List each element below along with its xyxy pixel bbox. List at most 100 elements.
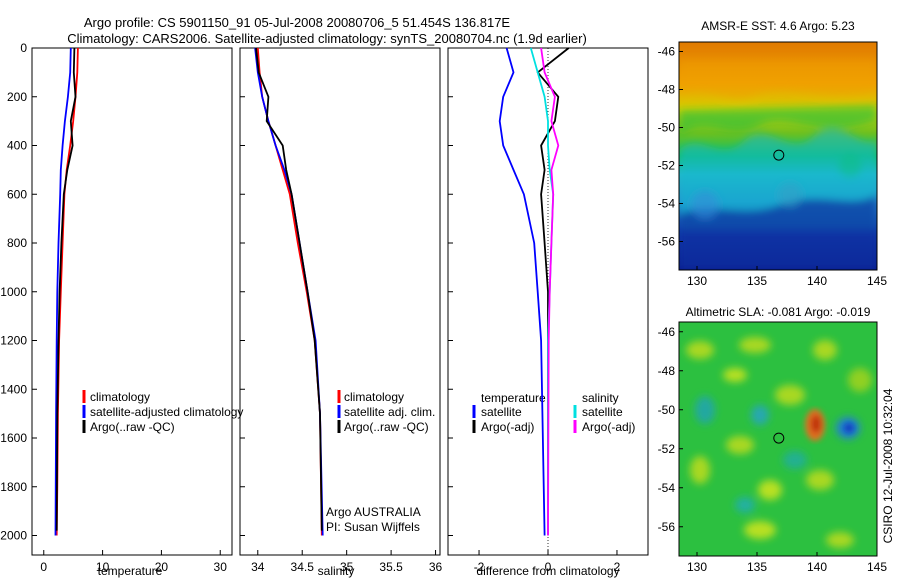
sla-y-tick-label: -46 (658, 325, 676, 339)
salinity-series-line-2 (255, 47, 323, 531)
sla-y-tick-label: -52 (658, 442, 676, 456)
sst-x-tick-label: 135 (747, 274, 767, 288)
sla-y-tick-label: -56 (658, 520, 676, 534)
side-timestamp: CSIRO 12-Jul-2008 10:32:04 (881, 388, 895, 543)
temperature-y-tick-label: 1400 (0, 382, 27, 396)
sla-x-tick-label: 145 (867, 560, 887, 574)
sla-field (679, 322, 877, 556)
difference-x-tick-label: -2 (474, 560, 485, 574)
sst-y-tick-label: -54 (658, 197, 676, 211)
sla-map-title: Altimetric SLA: -0.081 Argo: -0.019 (686, 305, 871, 319)
difference-series-line-3 (540, 47, 560, 536)
figure-title-line2: Climatology: CARS2006. Satellite-adjuste… (67, 31, 587, 46)
salinity-annotation-1: PI: Susan Wijffels (326, 520, 420, 534)
difference-panel: difference from climatology temperature … (447, 47, 649, 578)
salinity-annotation-0: Argo AUSTRALIA (326, 505, 421, 519)
sst-y-tick-label: -56 (658, 235, 676, 249)
sla-map-frame (678, 321, 878, 557)
temperature-x-label: temperature (98, 564, 163, 578)
temperature-legend: climatology satellite-adjusted climatolo… (82, 390, 243, 434)
difference-legend-label-4: satellite (582, 405, 623, 419)
temperature-y-tick-label: 1000 (0, 285, 27, 299)
sla-bump-9 (758, 480, 782, 500)
sla-dip-1 (695, 396, 715, 424)
temperature-y-tick-label: 400 (7, 139, 27, 153)
salinity-legend-label-2: Argo(..raw -QC) (344, 420, 429, 434)
sst-green-band (679, 105, 877, 135)
difference-legend-label-5: Argo(-adj) (582, 420, 635, 434)
difference-series-line-0 (498, 47, 546, 536)
difference-x-tick-label: 0 (545, 560, 552, 574)
sst-x-tick-label: 140 (807, 274, 827, 288)
sla-dip-3 (783, 451, 807, 469)
temperature-x-tick-label: 10 (96, 560, 110, 574)
sla-x-tick-label: 140 (807, 560, 827, 574)
sla-bump-6 (848, 368, 872, 392)
temperature-plot-frame (31, 47, 233, 556)
sla-peak-core (811, 415, 821, 433)
sla-dip-4 (735, 497, 755, 513)
salinity-series-line-1 (254, 47, 324, 536)
sla-bump-3 (813, 340, 837, 360)
sst-warm-band (679, 60, 877, 98)
sla-y-tick-label: -54 (658, 481, 676, 495)
sla-bump-5 (775, 385, 805, 405)
sla-x-tick-label: 135 (747, 560, 767, 574)
temperature-y-tick-label: 1800 (0, 480, 27, 494)
temperature-x-tick-label: 20 (155, 560, 169, 574)
sla-peak (805, 409, 854, 441)
difference-legend-label-2: Argo(-adj) (481, 420, 534, 434)
temperature-y-tick-label: 2000 (0, 529, 27, 543)
sla-field-base (679, 322, 877, 556)
sst-x-tick-label: 145 (867, 274, 887, 288)
difference-legend-label-1: satellite (481, 405, 522, 419)
temperature-panel: temperature climatology satellite-adjust… (0, 41, 243, 578)
sst-map-frame (678, 41, 878, 271)
figure-title-line1: Argo profile: CS 5901150_91 05-Jul-2008 … (84, 15, 511, 30)
sla-map: Altimetric SLA: -0.081 Argo: -0.019 (658, 305, 888, 574)
sla-field-texture (686, 337, 872, 548)
temperature-y-tick-label: 800 (7, 236, 27, 250)
salinity-legend-label-1: satellite adj. clim. (344, 405, 435, 419)
temperature-y-tick-label: 1600 (0, 431, 27, 445)
sst-y-tick-label: -48 (658, 83, 676, 97)
sla-y-tick-label: -48 (658, 364, 676, 378)
sla-bump-2 (739, 337, 771, 353)
sla-bump-4 (723, 368, 747, 382)
sst-field (679, 42, 877, 270)
difference-x-tick-label: 2 (614, 560, 621, 574)
sst-float-marker (773, 149, 785, 161)
temperature-x-tick-label: 30 (214, 560, 228, 574)
temperature-y-tick-label: 0 (20, 41, 27, 55)
temperature-x-tick-label: 0 (40, 560, 47, 574)
temperature-y-tick-label: 600 (7, 187, 27, 201)
sla-bump-12 (826, 532, 854, 548)
difference-legend-label-0: temperature (481, 391, 546, 405)
salinity-legend-label-0: climatology (344, 390, 404, 404)
temperature-y-tick-label: 200 (7, 90, 27, 104)
salinity-legend: climatology satellite adj. clim. Argo(..… (337, 390, 435, 434)
temperature-y-tick-label: 1200 (0, 334, 27, 348)
sla-x-tick-label: 130 (687, 560, 707, 574)
sla-bump-7 (726, 436, 754, 454)
sst-eddy-2 (778, 183, 802, 207)
sst-map: AMSR-E SST: 4.6 Argo: 5.23 130 135 140 145 -… (658, 19, 888, 288)
salinity-plot-frame (239, 47, 441, 556)
salinity-x-tick-label: 35 (340, 560, 354, 574)
sst-map-title: AMSR-E SST: 4.6 Argo: 5.23 (701, 19, 855, 33)
sst-deep-blue (679, 195, 877, 270)
sla-float-marker (773, 432, 785, 444)
salinity-x-tick-label: 36 (429, 560, 443, 574)
salinity-x-tick-label: 34.5 (291, 560, 315, 574)
sla-bump-11 (744, 521, 776, 539)
sst-y-tick-label: -52 (658, 159, 676, 173)
sst-eddy-3 (838, 153, 862, 177)
sla-low-core (844, 423, 854, 433)
difference-series-line-1 (536, 47, 570, 536)
sla-y-tick-label: -50 (658, 403, 676, 417)
temperature-series-line-1 (54, 47, 72, 536)
sst-y-tick-label: -50 (658, 121, 676, 135)
sla-bump-10 (806, 470, 834, 490)
sst-y-tick-label: -46 (658, 45, 676, 59)
